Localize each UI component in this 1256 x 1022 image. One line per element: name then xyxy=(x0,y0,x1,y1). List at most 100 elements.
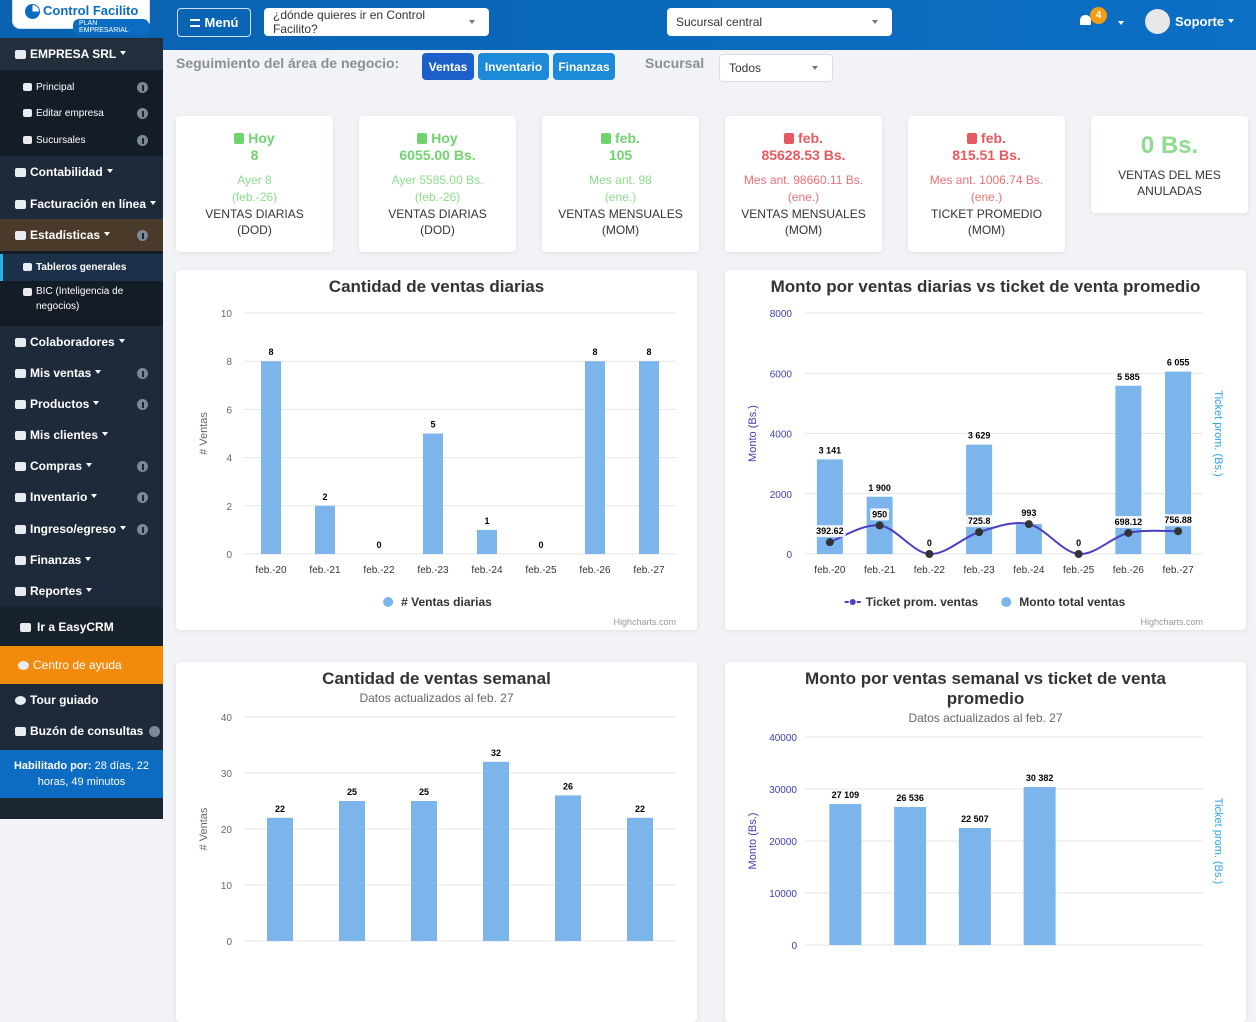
nav-item[interactable]: Compras xyxy=(30,459,92,473)
legend-item[interactable]: Monto total ventas xyxy=(1001,595,1126,609)
legend-item[interactable]: Ticket prom. ventas xyxy=(844,595,979,609)
data-label: 698.12 xyxy=(1115,517,1143,527)
chart-card: 0 10 20 30 40 # Ventas 22 25 25 32 26 22 Cantidad de… xyxy=(176,662,697,1022)
branch-select[interactable]: Sucursal central xyxy=(667,8,892,36)
chart-card: 0 2000 4000 6000 8000 Monto (Bs.) Ticket prom.… xyxy=(725,270,1246,630)
bar xyxy=(1023,787,1056,945)
nav-item[interactable]: Estadísticas xyxy=(30,228,110,242)
chart-title: Cantidad de ventas diarias xyxy=(328,277,545,296)
nav-item[interactable]: Ingreso/egreso xyxy=(30,522,126,536)
nav-item[interactable]: BIC (Inteligencia de negocios) xyxy=(36,286,124,312)
thumb-icon xyxy=(601,133,612,144)
x-tick-label: feb.-26 xyxy=(1113,565,1145,576)
y-axis-title: # Ventas xyxy=(198,412,210,455)
data-label-bg xyxy=(1162,514,1194,527)
nav-item-active[interactable]: Tableros generales xyxy=(36,261,127,273)
avatar[interactable] xyxy=(1145,9,1170,34)
bar xyxy=(555,795,581,941)
chart-subtitle: Datos actualizados al feb. 27 xyxy=(908,711,1063,725)
kpi-card: feb. 815.51 Bs. Mes ant. 1006.74 Bs. (ene.)… xyxy=(908,116,1065,252)
branch-text: Sucursal central xyxy=(676,15,763,29)
bar xyxy=(966,444,993,554)
kpi-previous: Mes ant. 98660.11 Bs. xyxy=(743,173,864,187)
nav-item[interactable]: Productos xyxy=(30,397,99,411)
bell-icon[interactable] xyxy=(1080,15,1091,25)
nav-link[interactable]: Centro de ayuda xyxy=(33,658,122,672)
line-marker xyxy=(1174,527,1183,536)
thumb-icon xyxy=(417,133,428,144)
area-button[interactable]: Ventas xyxy=(422,53,474,80)
logo[interactable]: Control Facilito PLAN EMPRESARIAL xyxy=(12,0,150,35)
y-axis-title: # Ventas xyxy=(198,807,210,850)
area-button[interactable]: Inventario xyxy=(478,53,549,80)
nav-item[interactable]: Contabilidad xyxy=(30,165,113,179)
kpi-value: 8 xyxy=(250,147,259,163)
bar xyxy=(315,505,335,554)
bar xyxy=(267,817,293,941)
kpi-value: 105 xyxy=(608,147,633,163)
kpi-period-row: Hoy xyxy=(176,130,333,146)
search-select[interactable]: ¿dónde quieres ir en Control Facilito? xyxy=(264,8,489,36)
bar xyxy=(423,433,443,554)
nav-item[interactable]: Mis clientes xyxy=(30,428,108,442)
legend-label: # Ventas diarias xyxy=(401,595,492,609)
data-label: 950 xyxy=(872,509,887,519)
y-tick-label: 30 xyxy=(221,769,233,780)
legend-symbol xyxy=(1001,597,1012,607)
nav-item[interactable]: Facturación en línea xyxy=(30,197,156,211)
thumb-icon xyxy=(784,133,795,144)
area-button[interactable]: Finanzas xyxy=(553,53,615,80)
kpi-period-row: feb. xyxy=(542,130,699,146)
nav-link[interactable]: Buzón de consultas xyxy=(30,724,144,738)
kpi-card: feb. 105 Mes ant. 98 (ene.) VENTAS MENSUALES… xyxy=(542,116,699,252)
nav-item[interactable]: Reportes xyxy=(30,584,92,598)
line-marker xyxy=(1124,528,1133,537)
kpi-period: feb. xyxy=(798,130,823,146)
chart-card: 0 2 4 6 8 10 # Ventas feb.-20 feb.-21 feb.-22 feb.… xyxy=(176,270,697,630)
x-tick-label: feb.-25 xyxy=(1063,565,1095,576)
nav-item[interactable]: Editar empresa xyxy=(36,107,104,119)
nav-link[interactable]: Ir a EasyCRM xyxy=(37,620,114,634)
nav-item[interactable]: Inventario xyxy=(30,490,97,504)
data-label: 25 xyxy=(347,787,357,797)
x-tick-label: feb.-24 xyxy=(471,565,503,576)
nav-link[interactable]: Tour guiado xyxy=(30,693,99,707)
bar xyxy=(477,529,497,554)
branch-filter[interactable]: Todos xyxy=(719,54,833,82)
kpi-label: VENTAS MENSUALES xyxy=(741,207,866,221)
data-label: 3 141 xyxy=(819,445,842,455)
y-tick-label: 4000 xyxy=(770,430,793,441)
line-marker xyxy=(975,528,984,537)
menu-button[interactable]: Menú xyxy=(177,8,251,37)
notification-caret[interactable] xyxy=(1114,15,1124,33)
user-name[interactable]: Soporte xyxy=(1175,14,1234,29)
data-label: 8 xyxy=(592,347,597,357)
company-name[interactable]: EMPRESA SRL xyxy=(30,47,126,61)
bar xyxy=(339,801,365,941)
x-tick-label: feb.-22 xyxy=(914,565,946,576)
data-label-bg xyxy=(870,508,890,521)
license-text: 28 días, 22 horas, 49 minutos xyxy=(37,760,150,788)
legend-item[interactable]: # Ventas diarias xyxy=(383,595,492,609)
sidebar: EMPRESA SRL Principal Editar empresa Suc… xyxy=(0,38,163,819)
y-tick-label: 40 xyxy=(221,713,233,724)
bar xyxy=(639,361,659,554)
kpi-previous-date: (ene.) xyxy=(787,190,820,204)
legend-label: Ticket prom. ventas xyxy=(866,595,979,609)
search-text: ¿dónde quieres ir en Control Facilito? xyxy=(273,8,426,36)
data-label: 2 xyxy=(322,492,327,502)
x-tick-label: feb.-24 xyxy=(1013,565,1045,576)
x-tick-label: feb.-22 xyxy=(363,565,395,576)
kpi-card: 0 Bs. VENTAS DEL MES ANULADAS xyxy=(1091,116,1248,213)
data-label: 756.88 xyxy=(1164,515,1192,525)
data-label-bg xyxy=(814,525,846,538)
nav-item[interactable]: Finanzas xyxy=(30,553,91,567)
nav-item[interactable]: Mis ventas xyxy=(30,366,101,380)
nav-item[interactable]: Sucursales xyxy=(36,134,86,146)
nav-item[interactable]: Principal xyxy=(36,81,75,93)
y-tick-label: 8000 xyxy=(770,309,793,320)
chart-title: Cantidad de ventas semanal xyxy=(322,669,551,688)
nav-item[interactable]: Colaboradores xyxy=(30,335,125,349)
line-marker xyxy=(875,521,884,530)
y-tick-label: 2000 xyxy=(770,490,793,501)
